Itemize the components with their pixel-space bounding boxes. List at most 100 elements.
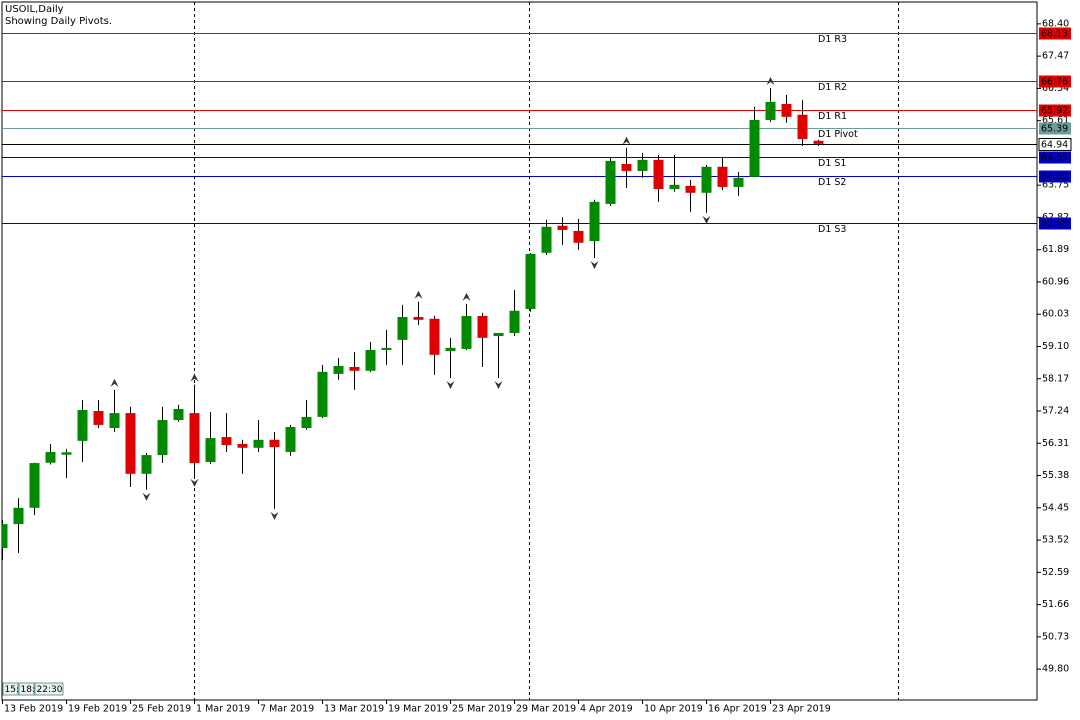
x-tick-label: 29 Mar 2019 xyxy=(516,704,576,715)
x-tick-label: 23 Apr 2019 xyxy=(772,704,831,715)
x-tick-label: 4 Apr 2019 xyxy=(580,704,633,715)
y-tick-label: 68.40 xyxy=(1042,18,1069,29)
candle-body xyxy=(621,164,632,171)
candle-body xyxy=(413,317,424,320)
candle-body xyxy=(749,119,760,177)
candle-body xyxy=(605,160,616,204)
pivot-value-box xyxy=(1039,122,1071,135)
y-tick-label: 63.75 xyxy=(1042,180,1069,191)
y-tick-label: 59.10 xyxy=(1042,341,1069,352)
candle-body xyxy=(173,408,184,421)
fractal-down xyxy=(590,261,599,270)
candle-body xyxy=(29,463,40,508)
pivot-label: D1 R3 xyxy=(818,34,847,45)
fractal-down xyxy=(702,215,711,224)
candle-body xyxy=(317,371,328,417)
pivot-value: 66.76 xyxy=(1041,77,1068,88)
pivot-value-box xyxy=(1039,151,1071,164)
candle-body xyxy=(125,413,136,474)
candle-body xyxy=(381,347,392,350)
candle-body xyxy=(157,420,168,456)
y-tick-label: 55.38 xyxy=(1042,470,1069,481)
candle-body xyxy=(349,366,360,371)
x-tick-label: 25 Mar 2019 xyxy=(452,704,512,715)
candle-body xyxy=(669,184,680,189)
chart-title: USOIL,Daily xyxy=(5,4,64,15)
y-tick-label: 57.24 xyxy=(1042,406,1069,417)
candle-body xyxy=(285,426,296,452)
candle-body xyxy=(45,451,56,463)
y-tick-label: 52.59 xyxy=(1042,567,1069,578)
candle-body xyxy=(461,315,472,349)
y-tick-label: 49.80 xyxy=(1042,664,1069,675)
timer-text: 18: xyxy=(21,685,35,695)
axes: 68.40 67.47 66.54 65.61 63.75 62.82 61.89 60.96… xyxy=(2,18,1072,715)
candle-body xyxy=(637,159,648,171)
y-tick-label: 62.82 xyxy=(1042,212,1069,223)
fractal-up xyxy=(622,136,631,145)
fractal-up xyxy=(766,77,775,86)
candle-body xyxy=(509,310,520,333)
x-tick-label: 25 Feb 2019 xyxy=(132,704,191,715)
candle-body xyxy=(253,439,264,448)
pivot-label: D1 R1 xyxy=(818,111,847,122)
candle-body xyxy=(733,177,744,187)
y-tick-label: 60.03 xyxy=(1042,309,1069,320)
pivot-label: D1 S1 xyxy=(818,158,846,169)
candle-body xyxy=(269,439,280,448)
y-tick-label: 54.45 xyxy=(1042,502,1069,513)
fractal-up xyxy=(110,378,119,387)
pivot-label: D1 S3 xyxy=(818,224,846,235)
x-tick-label: 13 Feb 2019 xyxy=(4,704,63,715)
fractal-up xyxy=(190,373,199,382)
timer-box xyxy=(34,682,64,696)
pivot-value-box xyxy=(1039,217,1071,230)
pivot-label: D1 Pivot xyxy=(818,129,858,140)
candle-body xyxy=(701,166,712,193)
pivot-value-box xyxy=(1039,170,1071,183)
fractal-down xyxy=(446,381,455,390)
candle-body xyxy=(333,365,344,374)
plot: D1 R3 D1 R2 D1 R1 D1 Pivot D1 S1 D1 S2 D1 S3 xyxy=(2,33,1037,560)
x-tick-label: 10 Apr 2019 xyxy=(644,704,703,715)
period-separators xyxy=(194,2,899,700)
candle-body xyxy=(797,114,808,140)
candle-body xyxy=(109,413,120,429)
y-tick-label: 53.52 xyxy=(1042,535,1069,546)
timer-box xyxy=(18,682,35,696)
candle-body xyxy=(557,225,568,230)
candle-body xyxy=(93,411,104,425)
candle-body xyxy=(765,101,776,120)
x-tick-label: 16 Apr 2019 xyxy=(708,704,767,715)
candle-body xyxy=(813,140,824,144)
y-tick-label: 58.17 xyxy=(1042,373,1069,384)
candle-body xyxy=(573,230,584,243)
y-tick-label: 50.73 xyxy=(1042,631,1069,642)
fractal-up xyxy=(414,290,423,299)
fractal-down xyxy=(142,492,151,501)
pivot-value: 64.55 xyxy=(1041,153,1068,164)
x-tick-label: 19 Feb 2019 xyxy=(68,704,127,715)
candle-body xyxy=(653,159,664,189)
pivot-value-box xyxy=(1039,27,1071,40)
candle-body xyxy=(525,253,536,310)
y-tick-label: 66.54 xyxy=(1042,83,1069,94)
candle-body xyxy=(205,438,216,463)
candle-body xyxy=(77,409,88,441)
x-tick-label: 13 Mar 2019 xyxy=(324,704,384,715)
candle-body xyxy=(685,185,696,193)
y-tick-label: 65.61 xyxy=(1042,115,1069,126)
pivot-label: D1 R2 xyxy=(818,82,847,93)
fractal-up xyxy=(462,292,471,301)
pivot-value: 62.65 xyxy=(1041,219,1068,230)
candle-body xyxy=(781,103,792,117)
candle-body xyxy=(429,318,440,355)
x-tick-label: 7 Mar 2019 xyxy=(260,704,314,715)
candle-body xyxy=(237,443,248,448)
candle-body xyxy=(477,315,488,338)
pivot-value: 65.92 xyxy=(1041,106,1068,117)
candle-body xyxy=(61,452,72,455)
y-tick-label: 56.31 xyxy=(1042,438,1069,449)
timer-text: 15: xyxy=(5,685,19,695)
candle-body xyxy=(397,317,408,340)
